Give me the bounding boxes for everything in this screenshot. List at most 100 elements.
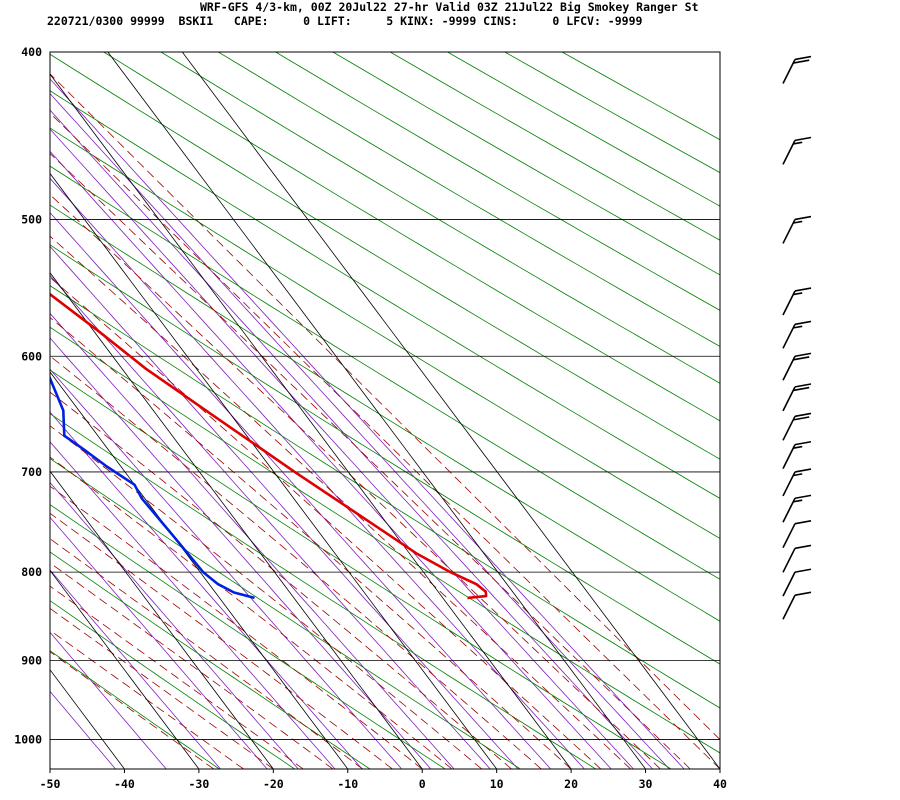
dry-adiabat-line bbox=[50, 90, 720, 499]
wind-barb-flag bbox=[794, 352, 812, 358]
mixing-ratio-line bbox=[50, 569, 221, 769]
wind-barb-flag bbox=[794, 520, 812, 525]
mixing-ratio-line bbox=[50, 92, 670, 769]
dry-adiabat-line bbox=[103, 52, 720, 422]
series-layer bbox=[50, 292, 488, 600]
wind-barb-staff bbox=[782, 219, 796, 244]
dry-adiabat-line bbox=[389, 52, 720, 241]
wind-barb-flag bbox=[793, 499, 803, 503]
dry-adiabat-line bbox=[50, 53, 720, 460]
y-tick-label: 1000 bbox=[14, 733, 42, 747]
mixing-ratio-line bbox=[50, 128, 634, 769]
dry-adiabat-line bbox=[50, 326, 720, 754]
moist-adiabat-line bbox=[50, 152, 691, 769]
x-tick-label: 30 bbox=[639, 777, 653, 791]
sounding-title: WRF-GFS 4/3-km, 00Z 20Jul22 27-hr Valid … bbox=[200, 0, 699, 14]
dry-adiabat-line bbox=[50, 369, 672, 769]
x-tick-label: 0 bbox=[419, 777, 426, 791]
x-tick-label: -10 bbox=[337, 777, 358, 791]
grid-layer bbox=[50, 52, 720, 769]
isotherm-line bbox=[181, 52, 720, 769]
mixing-ratio-line bbox=[50, 368, 403, 769]
mixing-ratio-line bbox=[50, 274, 491, 769]
isotherm-line bbox=[50, 272, 423, 769]
wind-barb bbox=[782, 520, 812, 549]
wind-barb-flag bbox=[793, 356, 810, 361]
wind-barb bbox=[782, 544, 812, 573]
dry-adiabat-line bbox=[50, 650, 220, 769]
y-tick-label: 900 bbox=[21, 654, 42, 668]
moist-adiabat-line bbox=[50, 355, 542, 769]
wind-barb-flag bbox=[794, 568, 812, 573]
mixing-ratio-line bbox=[50, 516, 268, 769]
mixing-ratio-line bbox=[50, 177, 585, 769]
isotherm-line bbox=[50, 569, 200, 769]
wind-barb-flag bbox=[794, 412, 812, 418]
y-tick-label: 400 bbox=[21, 45, 42, 59]
x-tick-label: 10 bbox=[490, 777, 504, 791]
mixing-ratio-line bbox=[50, 212, 551, 769]
moist-adiabat-line bbox=[50, 317, 572, 769]
wind-barb-staff bbox=[782, 355, 796, 381]
dry-adiabat-line bbox=[50, 285, 720, 709]
wind-barb-flag bbox=[793, 445, 803, 450]
wind-barb-flag bbox=[794, 55, 812, 61]
dry-adiabat-line bbox=[50, 165, 720, 580]
dry-adiabat-line bbox=[332, 52, 720, 276]
dry-adiabat-line bbox=[561, 52, 720, 141]
wind-barb bbox=[782, 591, 812, 620]
wind-barb-staff bbox=[782, 290, 796, 316]
wind-barb-staff bbox=[782, 571, 796, 597]
isotherm-line bbox=[107, 52, 646, 769]
wind-barb-flag bbox=[794, 544, 812, 550]
dry-adiabat-line bbox=[218, 52, 720, 347]
wind-barb bbox=[782, 287, 812, 316]
temperature-line bbox=[50, 292, 488, 600]
wind-barb-flag bbox=[794, 468, 812, 473]
mixing-ratio-line bbox=[50, 109, 653, 769]
dry-adiabat-line bbox=[50, 458, 521, 769]
mixing-ratio-line bbox=[50, 245, 519, 769]
mixing-ratio-line bbox=[50, 441, 336, 769]
wind-barb-staff bbox=[782, 547, 796, 573]
wind-barb bbox=[782, 215, 812, 244]
wind-barb-flag bbox=[794, 320, 812, 326]
wind-barb bbox=[782, 383, 812, 412]
wind-barb-staff bbox=[782, 386, 796, 412]
wind-barb-flag bbox=[793, 59, 810, 64]
wind-barb-staff bbox=[782, 323, 796, 349]
moist-adiabat-line bbox=[50, 585, 304, 769]
x-tick-label: -40 bbox=[114, 777, 135, 791]
moist-adiabat-line bbox=[50, 276, 602, 769]
wind-barb-flag bbox=[794, 215, 812, 221]
wind-barb bbox=[782, 412, 812, 441]
x-tick-label: 20 bbox=[564, 777, 578, 791]
dry-adiabat-line bbox=[275, 52, 720, 311]
wind-barb bbox=[782, 468, 812, 497]
plot-frame bbox=[49, 51, 721, 770]
isotherm-line bbox=[50, 470, 274, 769]
mixing-ratio-line bbox=[50, 631, 167, 769]
mixing-ratio-line bbox=[50, 481, 299, 769]
dry-adiabat-line bbox=[50, 504, 446, 769]
dry-adiabat-line bbox=[160, 52, 720, 384]
dry-adiabat-line bbox=[50, 413, 596, 769]
isotherm-line bbox=[50, 371, 349, 769]
x-tick-label: -20 bbox=[263, 777, 284, 791]
wind-barb-flag bbox=[794, 383, 812, 388]
moist-adiabat-line bbox=[50, 512, 393, 769]
y-tick-label: 600 bbox=[21, 349, 42, 363]
mixing-ratio-line bbox=[50, 411, 363, 769]
dewpoint-line bbox=[50, 374, 255, 600]
x-tick-label: 40 bbox=[713, 777, 727, 791]
x-tick-label: -50 bbox=[40, 777, 61, 791]
isotherm-line bbox=[50, 172, 497, 769]
sounding-indices: 220721/0300 99999 BSKI1 CAPE: 0 LIFT: 5 … bbox=[47, 14, 643, 28]
wind-barb bbox=[782, 55, 812, 84]
wind-barb-flag bbox=[793, 416, 810, 421]
isotherm-line bbox=[50, 73, 572, 769]
moist-adiabat-line bbox=[50, 112, 720, 769]
dry-adiabat-line bbox=[50, 551, 371, 769]
wind-barb bbox=[782, 440, 812, 469]
wind-barb-flag bbox=[794, 591, 812, 597]
